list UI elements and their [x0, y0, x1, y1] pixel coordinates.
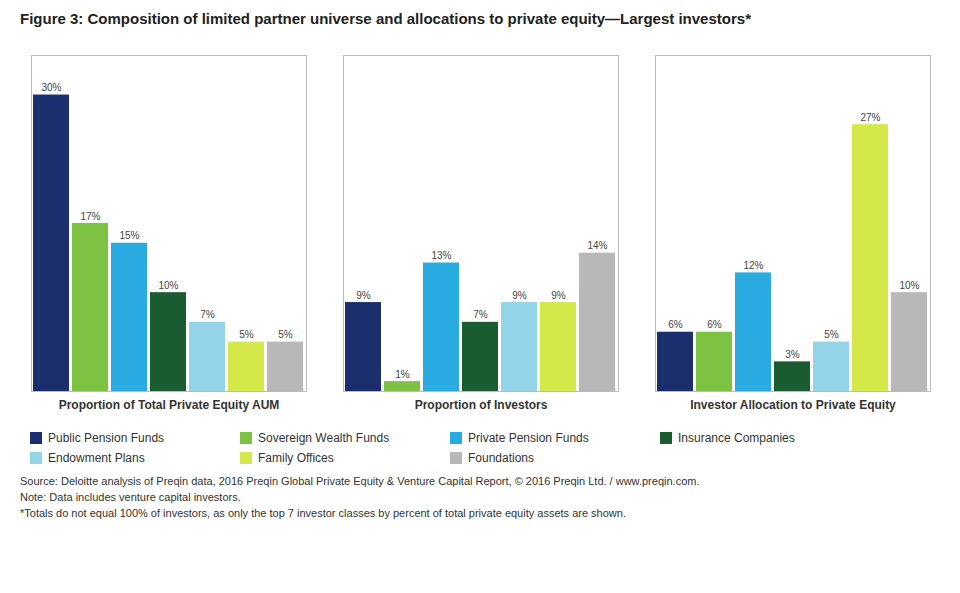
svg-text:27%: 27%	[860, 112, 880, 123]
html-text:Figure 3: Composition of limit: Figure 3: Composition of limited partner…	[20, 10, 751, 27]
svg-text:10%: 10%	[899, 280, 919, 291]
html-text:Foundations: Foundations	[468, 451, 534, 465]
svg-text:1%: 1%	[395, 369, 410, 380]
svg-text:Proportion of Total Private Eq: Proportion of Total Private Equity AUM	[59, 398, 280, 412]
html-text:Private Pension Funds: Private Pension Funds	[468, 431, 589, 445]
svg-text:6%: 6%	[707, 319, 722, 330]
html-text:Sovereign Wealth Funds: Sovereign Wealth Funds	[258, 431, 390, 445]
svg-text:5%: 5%	[278, 329, 293, 340]
svg-text:Investor Allocation to Private: Investor Allocation to Private Equity	[690, 398, 896, 412]
svg-text:10%: 10%	[158, 280, 178, 291]
html-text:Family Offices: Family Offices	[258, 451, 334, 465]
html-text:Insurance Companies: Insurance Companies	[678, 431, 795, 445]
svg-text:14%: 14%	[587, 240, 607, 251]
svg-text:6%: 6%	[668, 319, 683, 330]
html-text:Public Pension Funds: Public Pension Funds	[48, 431, 165, 445]
html-text:*Totals do not equal 100% of i: *Totals do not equal 100% of investors, …	[20, 507, 626, 519]
svg-text:13%: 13%	[431, 250, 451, 261]
svg-text:15%: 15%	[119, 230, 139, 241]
svg-text:7%: 7%	[473, 309, 488, 320]
html-text:Note: Data includes venture ca: Note: Data includes venture capital inve…	[20, 491, 241, 503]
svg-text:5%: 5%	[239, 329, 254, 340]
html-text:Source: Deloitte analysis of P: Source: Deloitte analysis of Preqin data…	[20, 475, 700, 487]
svg-text:9%: 9%	[512, 290, 527, 301]
svg-text:3%: 3%	[785, 349, 800, 360]
svg-text:30%: 30%	[41, 82, 61, 93]
html-text:Endowment Plans: Endowment Plans	[48, 451, 145, 465]
svg-text:9%: 9%	[551, 290, 566, 301]
svg-text:5%: 5%	[824, 329, 839, 340]
svg-text:Proportion of Investors: Proportion of Investors	[415, 398, 548, 412]
svg-text:17%: 17%	[80, 211, 100, 222]
svg-text:9%: 9%	[356, 290, 371, 301]
svg-text:12%: 12%	[743, 260, 763, 271]
svg-text:7%: 7%	[200, 309, 215, 320]
